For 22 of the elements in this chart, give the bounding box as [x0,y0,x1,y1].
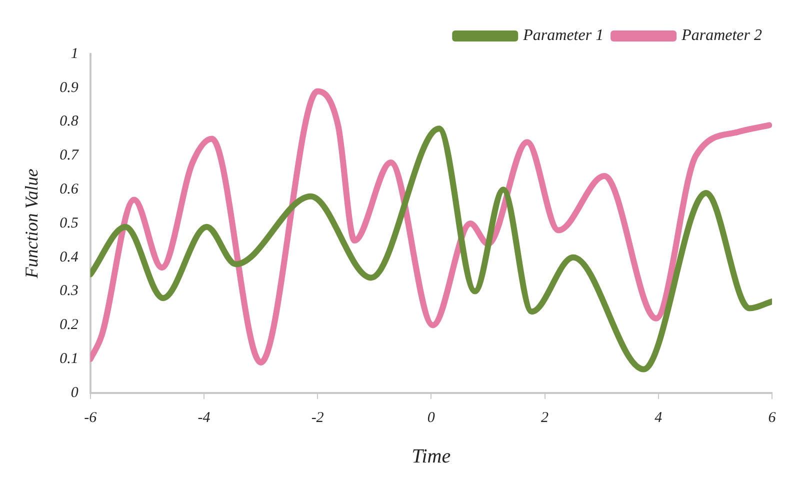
y-tick-label: 0.6 [60,182,79,198]
y-tick-label: 0.5 [60,215,79,232]
y-tick-label: 0.3 [60,283,78,300]
x-tick-label: 2 [541,410,550,426]
x-tick-label: -2 [311,410,324,426]
x-axis-title: Time [412,445,451,468]
x-tick-label: 4 [654,410,663,426]
y-axis-title: Function Value [22,168,42,280]
y-tick-label: 0.9 [60,80,79,96]
legend-label: Parameter 1 [522,27,604,44]
y-tick-label: 0 [70,384,79,401]
x-tick-label: -6 [84,410,98,426]
y-tick-label: 0.4 [60,249,79,266]
legend-label: Parameter 2 [680,27,762,44]
x-tick-label: 6 [768,410,776,426]
y-tick-label: 1 [70,46,78,62]
y-tick-label: 0.7 [60,148,80,164]
y-tick-label: 0.1 [60,351,78,368]
x-tick-label: 0 [427,410,436,426]
x-tick-label: -4 [198,410,211,426]
y-tick-label: 0.8 [60,114,79,130]
y-tick-label: 0.2 [60,317,79,334]
